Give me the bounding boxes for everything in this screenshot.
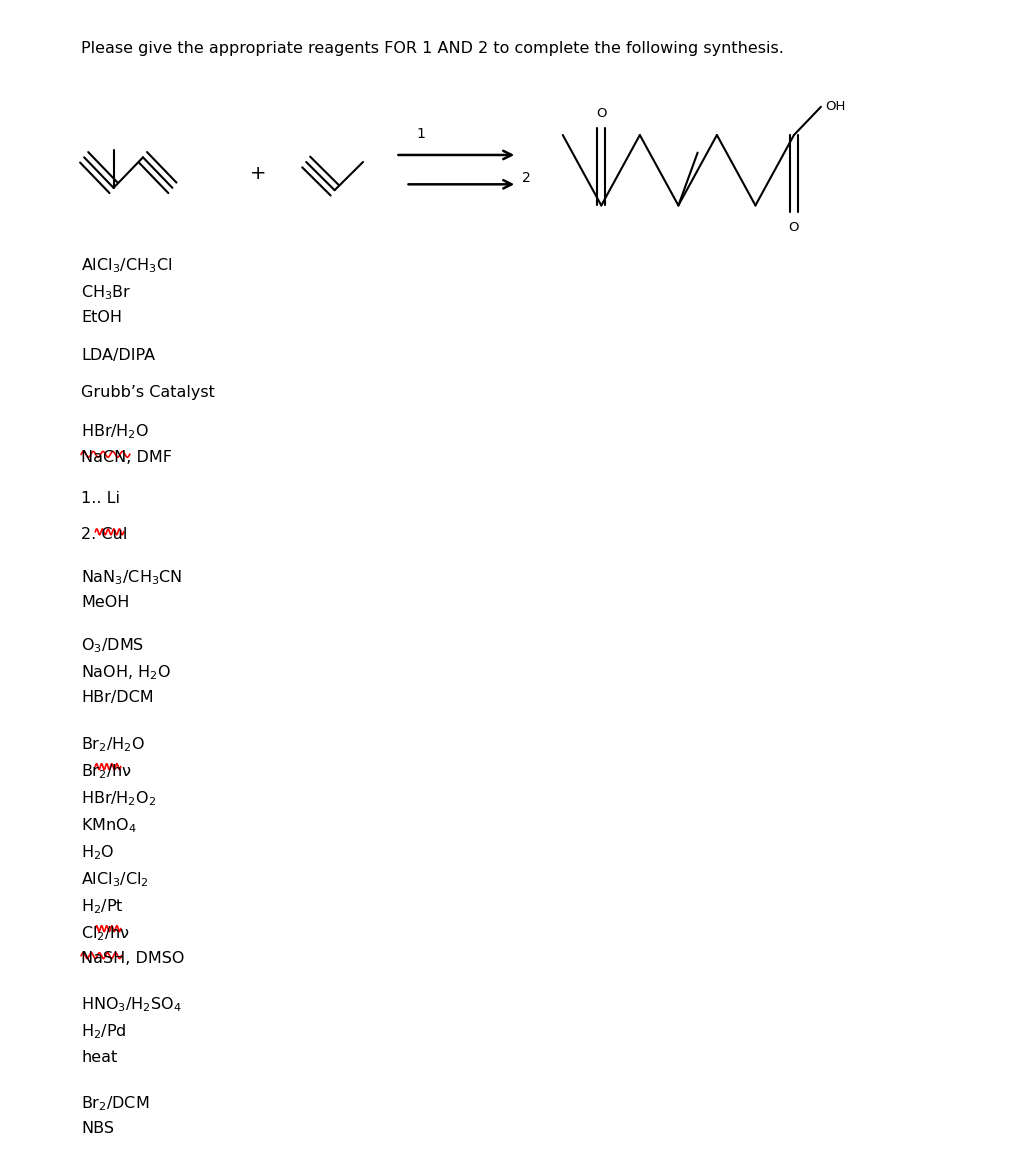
Text: O: O (789, 221, 799, 234)
Text: Please give the appropriate reagents FOR 1 AND 2 to complete the following synth: Please give the appropriate reagents FOR… (81, 41, 784, 56)
Text: HBr/H$_2$O: HBr/H$_2$O (81, 423, 149, 441)
Text: KMnO$_4$: KMnO$_4$ (81, 816, 137, 835)
Text: NBS: NBS (81, 1121, 115, 1136)
Text: 2: 2 (522, 171, 531, 185)
Text: NaSH, DMSO: NaSH, DMSO (81, 951, 185, 966)
Text: Br$_2$/DCM: Br$_2$/DCM (81, 1094, 149, 1113)
Text: HBr/H$_2$O$_2$: HBr/H$_2$O$_2$ (81, 789, 156, 808)
Text: 2. CuI: 2. CuI (81, 527, 128, 542)
Text: CH$_3$Br: CH$_3$Br (81, 283, 132, 302)
Text: H$_2$/Pt: H$_2$/Pt (81, 897, 124, 916)
Text: Grubb’s Catalyst: Grubb’s Catalyst (81, 385, 215, 400)
Text: +: + (250, 164, 267, 183)
Text: NaCN, DMF: NaCN, DMF (81, 450, 172, 465)
Text: Br$_2$/H$_2$O: Br$_2$/H$_2$O (81, 735, 145, 754)
Text: 1.. Li: 1.. Li (81, 491, 120, 506)
Text: NaN$_3$/CH$_3$CN: NaN$_3$/CH$_3$CN (81, 568, 183, 587)
Text: NaOH, H$_2$O: NaOH, H$_2$O (81, 663, 171, 682)
Text: MeOH: MeOH (81, 595, 130, 610)
Text: Cl$_2$/hν: Cl$_2$/hν (81, 924, 130, 943)
Text: O: O (596, 107, 606, 120)
Text: HNO$_3$/H$_2$SO$_4$: HNO$_3$/H$_2$SO$_4$ (81, 996, 182, 1014)
Text: H$_2$O: H$_2$O (81, 843, 115, 862)
Text: EtOH: EtOH (81, 310, 122, 325)
Text: OH: OH (825, 100, 846, 114)
Text: H$_2$/Pd: H$_2$/Pd (81, 1023, 127, 1041)
Text: AlCl$_3$/CH$_3$Cl: AlCl$_3$/CH$_3$Cl (81, 256, 172, 275)
Text: AlCl$_3$/Cl$_2$: AlCl$_3$/Cl$_2$ (81, 870, 149, 889)
Text: LDA/DIPA: LDA/DIPA (81, 348, 155, 363)
Text: O$_3$/DMS: O$_3$/DMS (81, 636, 144, 655)
Text: Br$_2$/hν: Br$_2$/hν (81, 762, 132, 781)
Text: 1: 1 (417, 127, 425, 141)
Text: heat: heat (81, 1050, 118, 1065)
Text: HBr/DCM: HBr/DCM (81, 690, 154, 706)
